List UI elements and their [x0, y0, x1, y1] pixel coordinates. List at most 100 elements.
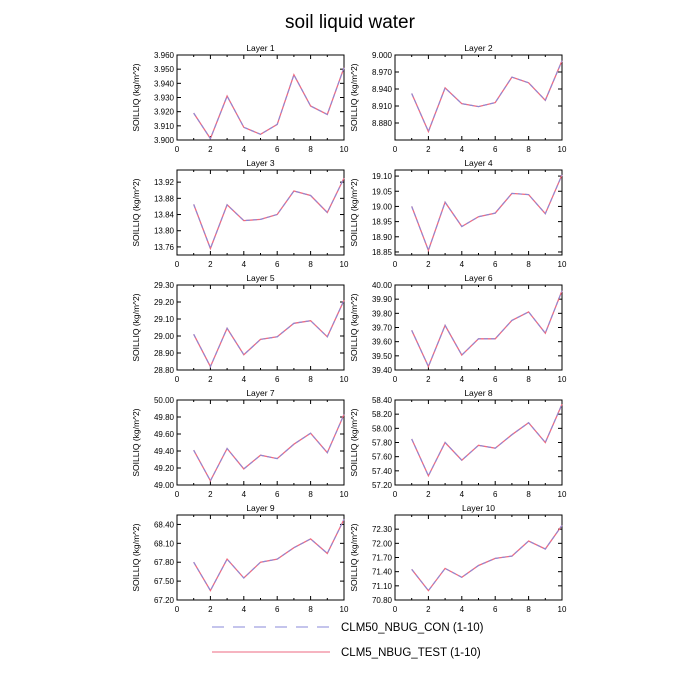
series-line-test: [411, 60, 563, 134]
series-line-con: [193, 67, 345, 140]
x-tick-label: 0: [393, 145, 398, 154]
x-tick-label: 4: [460, 605, 465, 614]
y-tick-label: 13.76: [154, 243, 175, 252]
series-line-con: [193, 414, 345, 482]
y-axis-label: SOILLIQ (kg/m^2): [131, 408, 141, 476]
y-axis-label: SOILLIQ (kg/m^2): [131, 63, 141, 131]
y-tick-label: 29.30: [154, 281, 175, 290]
x-tick-label: 8: [526, 605, 531, 614]
y-tick-label: 58.40: [372, 396, 393, 405]
y-axis-label: SOILLIQ (kg/m^2): [349, 408, 359, 476]
x-tick-label: 8: [526, 375, 531, 384]
panel-title: Layer 9: [246, 503, 275, 513]
x-tick-label: 4: [460, 260, 465, 269]
legend-label-2: CLM5_NBUG_TEST (1-10): [341, 647, 481, 659]
y-tick-label: 40.00: [372, 281, 393, 290]
x-tick-label: 0: [393, 490, 398, 499]
y-axis-label: SOILLIQ (kg/m^2): [349, 178, 359, 246]
x-tick-label: 10: [558, 145, 567, 154]
series-line-con: [411, 403, 563, 478]
panels-group: Layer 1 SOILLIQ (kg/m^2) 0 2 4 6 8 10 3.900 3.910…: [131, 43, 567, 614]
x-tick-label: 8: [308, 490, 313, 499]
y-tick-label: 49.00: [154, 481, 175, 490]
y-tick-label: 67.20: [154, 596, 175, 605]
x-tick-label: 4: [242, 605, 247, 614]
series-line-test: [411, 290, 563, 369]
y-tick-label: 39.50: [372, 352, 393, 361]
plot-frame: [176, 54, 345, 141]
x-tick-label: 0: [393, 375, 398, 384]
y-tick-label: 13.80: [154, 227, 175, 236]
x-tick-label: 8: [308, 260, 313, 269]
y-tick-label: 3.920: [154, 108, 175, 117]
series-line-con: [411, 290, 563, 368]
x-tick-label: 0: [393, 260, 398, 269]
x-tick-label: 10: [340, 375, 349, 384]
x-tick-label: 10: [340, 605, 349, 614]
series-line-test: [193, 414, 345, 483]
plot-frame: [394, 169, 563, 256]
y-tick-label: 39.60: [372, 338, 393, 347]
panel-title: Layer 8: [464, 388, 493, 398]
panel-layer-7: Layer 7 SOILLIQ (kg/m^2) 0 2 4 6 8 10 49.00 49.20…: [131, 388, 349, 499]
x-tick-label: 2: [208, 490, 213, 499]
x-tick-label: 8: [526, 260, 531, 269]
panel-title: Layer 2: [464, 43, 493, 53]
x-tick-label: 6: [493, 490, 498, 499]
y-tick-label: 3.960: [154, 51, 175, 60]
series-line-test: [193, 300, 345, 369]
y-tick-label: 39.80: [372, 309, 393, 318]
panel-layer-6: Layer 6 SOILLIQ (kg/m^2) 0 2 4 6 8 10 39.40 39.50…: [349, 273, 567, 384]
x-tick-label: 10: [558, 260, 567, 269]
x-tick-label: 4: [242, 375, 247, 384]
x-tick-label: 2: [426, 605, 431, 614]
x-tick-label: 4: [242, 145, 247, 154]
y-tick-label: 72.00: [372, 539, 393, 548]
panel-layer-1: Layer 1 SOILLIQ (kg/m^2) 0 2 4 6 8 10 3.900 3.910…: [131, 43, 349, 154]
x-tick-label: 4: [460, 145, 465, 154]
x-tick-label: 6: [493, 260, 498, 269]
series-line-con: [411, 525, 563, 592]
y-tick-label: 68.10: [154, 539, 175, 548]
y-tick-label: 8.940: [372, 85, 393, 94]
x-tick-label: 8: [308, 375, 313, 384]
y-tick-label: 13.92: [154, 178, 175, 187]
figure-title: soil liquid water: [285, 12, 416, 33]
y-tick-label: 49.20: [154, 464, 175, 473]
y-tick-label: 70.80: [372, 596, 393, 605]
y-tick-label: 28.80: [154, 366, 175, 375]
y-tick-label: 28.90: [154, 349, 175, 358]
y-tick-label: 29.10: [154, 315, 175, 324]
x-tick-label: 4: [460, 375, 465, 384]
y-tick-label: 67.50: [154, 577, 175, 586]
x-tick-label: 4: [242, 490, 247, 499]
panel-layer-9: Layer 9 SOILLIQ (kg/m^2) 0 2 4 6 8 10 67.20 67.50…: [131, 503, 349, 614]
panel-title: Layer 4: [464, 158, 493, 168]
y-tick-label: 57.60: [372, 453, 393, 462]
plot-frame: [394, 284, 563, 371]
x-tick-label: 10: [340, 260, 349, 269]
y-tick-label: 71.40: [372, 568, 393, 577]
panel-title: Layer 1: [246, 43, 275, 53]
y-tick-label: 19.00: [372, 202, 393, 211]
panel-layer-10: Layer 10 SOILLIQ (kg/m^2) 0 2 4 6 8 10 70.80 71.1…: [349, 503, 567, 614]
series-line-test: [193, 177, 345, 251]
x-tick-label: 6: [275, 375, 280, 384]
y-axis-label: SOILLIQ (kg/m^2): [131, 523, 141, 591]
panel-title: Layer 5: [246, 273, 275, 283]
x-tick-label: 2: [426, 375, 431, 384]
x-tick-label: 6: [275, 260, 280, 269]
panel-layer-8: Layer 8 SOILLIQ (kg/m^2) 0 2 4 6 8 10 57.20 57.40…: [349, 388, 567, 499]
x-tick-label: 10: [558, 605, 567, 614]
x-tick-label: 8: [526, 145, 531, 154]
y-axis-label: SOILLIQ (kg/m^2): [349, 293, 359, 361]
y-tick-label: 39.40: [372, 366, 393, 375]
x-tick-label: 10: [340, 490, 349, 499]
series-line-con: [411, 60, 563, 133]
x-tick-label: 6: [493, 375, 498, 384]
x-tick-label: 2: [426, 260, 431, 269]
x-tick-label: 6: [275, 145, 280, 154]
panel-title: Layer 6: [464, 273, 493, 283]
panel-layer-5: Layer 5 SOILLIQ (kg/m^2) 0 2 4 6 8 10 28.80 28.90…: [131, 273, 349, 384]
